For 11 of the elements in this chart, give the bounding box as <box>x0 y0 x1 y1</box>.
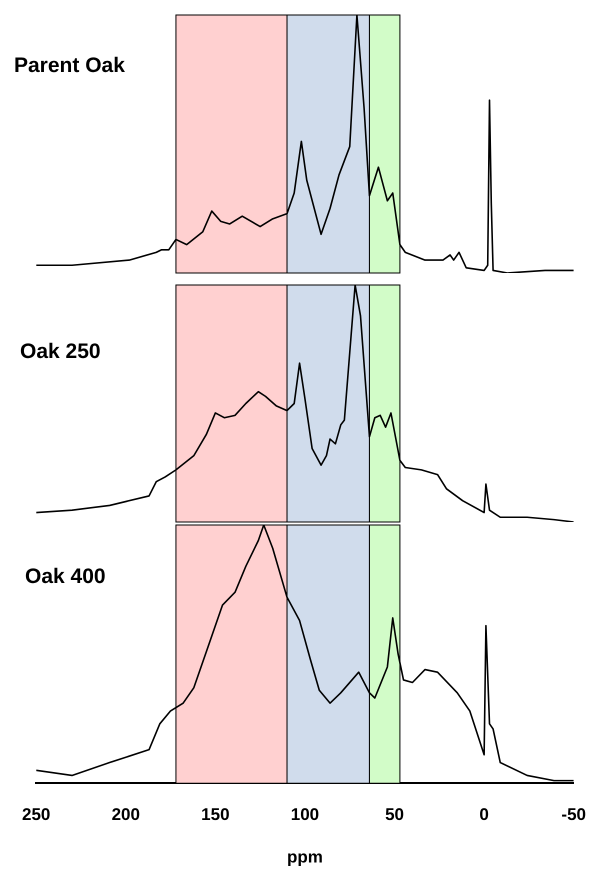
x-tick-label: 200 <box>112 805 140 824</box>
text: Parent Oak <box>14 54 125 78</box>
x-tick-label: 150 <box>201 805 230 824</box>
x-tick-label: 50 <box>385 805 404 824</box>
x-axis-title: ppm <box>287 847 323 866</box>
x-tick-label: 250 <box>22 805 50 824</box>
x-tick-label: 0 <box>479 805 489 824</box>
x-tick-label: 100 <box>290 805 320 824</box>
text: Oak 250 <box>20 340 101 364</box>
x-tick-label: -50 <box>561 805 586 824</box>
text: Oak 400 <box>25 565 106 589</box>
